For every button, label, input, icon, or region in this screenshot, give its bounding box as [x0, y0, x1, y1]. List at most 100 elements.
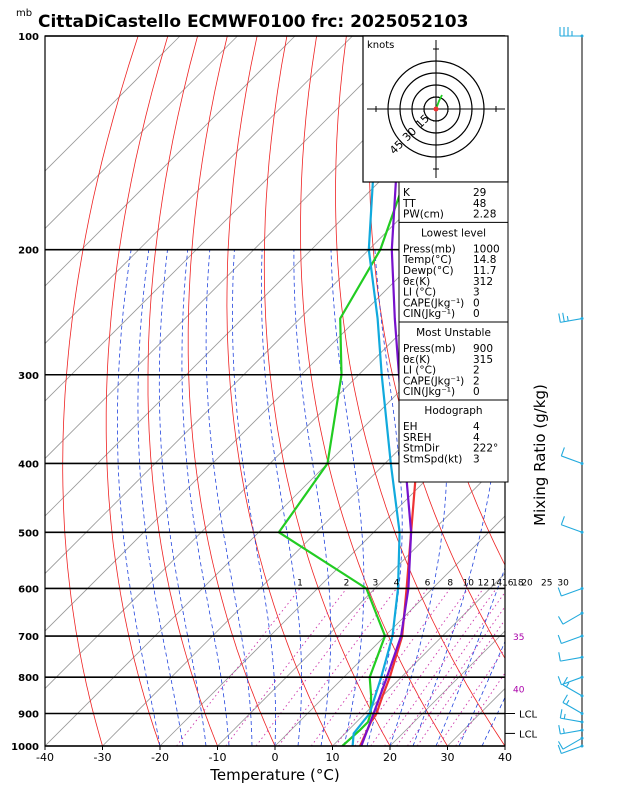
wind-barb — [557, 616, 564, 625]
lowest-level-value: 0 — [473, 297, 480, 309]
y-axis-ticks: 100 200 300 400 500 600 700 800 900 1000 — [11, 32, 39, 753]
mixing-ratio-label: 12 — [478, 578, 489, 588]
isotherm — [45, 36, 296, 287]
lowest-level-label: Press(mb) — [403, 243, 456, 255]
wind-barb-staff — [560, 717, 583, 723]
wind-profile — [557, 27, 584, 755]
mixing-ratio-line — [437, 647, 505, 746]
mixing-ratio-label: 25 — [541, 578, 552, 588]
isotherm — [45, 36, 238, 230]
most-unstable-label: LI (°C) — [403, 365, 436, 377]
lowest-level-label: CAPE(Jkg⁻¹) — [403, 297, 464, 309]
y-tick-label: 600 — [18, 584, 39, 595]
lowest-level-value: 312 — [473, 276, 493, 288]
mixing-ratio-label: 14 — [491, 578, 503, 588]
hodograph-index-label: StmSpd(kt) — [403, 453, 462, 465]
isotherm — [45, 36, 353, 345]
x-tick-label: -30 — [94, 751, 112, 764]
isotherm — [217, 457, 505, 746]
isotherm — [45, 36, 468, 460]
index-value: 2.28 — [473, 209, 496, 221]
mixing-ratio-label: 3 — [372, 578, 378, 588]
dry-adiabat — [555, 36, 618, 746]
wind-barb-staff — [561, 455, 583, 464]
most-unstable-value: 0 — [473, 386, 480, 398]
moist-adiabat — [158, 249, 207, 746]
wind-barb-staff — [562, 702, 583, 714]
most-unstable-label: CIN(Jkg⁻¹) — [403, 386, 455, 398]
wind-barb-half — [566, 315, 569, 322]
moist-adiabat — [293, 249, 332, 746]
isotherm — [45, 36, 181, 172]
most-unstable-value: 900 — [473, 343, 493, 355]
dry-adiabat — [187, 36, 276, 746]
hodograph-index-label: EH — [403, 421, 418, 433]
theta-e-label: 40 — [513, 686, 525, 696]
hodograph-index-value: 4 — [473, 432, 480, 444]
isotherm — [45, 170, 505, 632]
index-label: K — [403, 187, 411, 199]
x-tick-label: -10 — [209, 751, 227, 764]
moist-adiabat — [504, 745, 505, 746]
x-tick-label: -40 — [36, 751, 54, 764]
indices-frame — [398, 181, 509, 483]
dry-adiabat — [263, 36, 391, 746]
isotherm — [45, 36, 411, 402]
mixing-ratio-line — [354, 588, 469, 746]
wind-barb-half — [562, 728, 565, 734]
y-tick-label: 200 — [18, 246, 39, 257]
y-tick-label: 100 — [18, 32, 39, 43]
moist-adiabat — [330, 249, 365, 746]
lcl-label: LCL — [519, 729, 538, 740]
moist-adiabat — [137, 249, 184, 746]
mixing-ratio-line — [225, 588, 347, 746]
x-tick-label: 30 — [441, 751, 455, 764]
isotherm — [45, 227, 505, 690]
y-tick-label: 300 — [18, 371, 39, 382]
hodograph-index-label: SREH — [403, 432, 432, 444]
index-label: PW(cm) — [403, 209, 444, 221]
most-unstable-value: 315 — [473, 354, 493, 366]
y-tick-label: 900 — [18, 710, 39, 721]
wind-barb — [557, 676, 562, 685]
most-unstable-value: 2 — [473, 365, 480, 377]
mixing-ratio-label: 1 — [297, 578, 303, 588]
wind-barb-staff — [562, 737, 583, 750]
moist-adiabat — [181, 249, 230, 746]
hodograph-index-title: Hodograph — [424, 405, 482, 417]
lowest-level-label: θε(K) — [403, 276, 430, 288]
dry-adiabat — [300, 36, 448, 746]
wind-barb-half — [563, 713, 566, 719]
mixing-ratio-line — [384, 588, 497, 746]
lowest-level-label: Dewp(°C) — [403, 265, 454, 277]
lowest-level-value: 0 — [473, 308, 480, 320]
wind-barb — [558, 652, 561, 662]
lowest-level-value: 1000 — [473, 243, 500, 255]
wind-barb-staff — [561, 745, 583, 755]
moist-adiabat — [261, 249, 303, 746]
wind-barb — [557, 744, 562, 754]
most-unstable-label: CAPE(Jkg⁻¹) — [403, 375, 464, 387]
wind-barb-staff — [561, 635, 583, 645]
lowest-level-value: 11.7 — [473, 265, 496, 277]
y-tick-label: 400 — [18, 459, 39, 470]
unit-mb-label: mb — [16, 8, 32, 19]
mixing-ratio-label: 18 — [512, 578, 524, 588]
mixing-ratio-label: 30 — [557, 578, 569, 588]
wind-barb — [558, 725, 561, 735]
x-tick-label: 20 — [383, 751, 397, 764]
y-tick-label: 700 — [18, 632, 39, 643]
x-tick-label: 40 — [498, 751, 512, 764]
storm-motion-marker — [433, 106, 439, 112]
indices-panel: K 29 TT 48 PW(cm) 2.28 Lowest level Press(mb) 10… — [398, 181, 509, 483]
index-value: 29 — [473, 187, 486, 199]
index-label: TT — [402, 198, 416, 210]
lowest-level-value: 3 — [473, 287, 480, 299]
x-axis-label: Temperature (°C) — [209, 766, 339, 784]
hodograph-index-value: 222° — [473, 443, 498, 455]
chart-title: CittaDiCastello ECMWF0100 frc: 202505210… — [38, 12, 468, 32]
dry-adiabat — [335, 36, 505, 746]
wind-barb-half — [565, 682, 570, 688]
